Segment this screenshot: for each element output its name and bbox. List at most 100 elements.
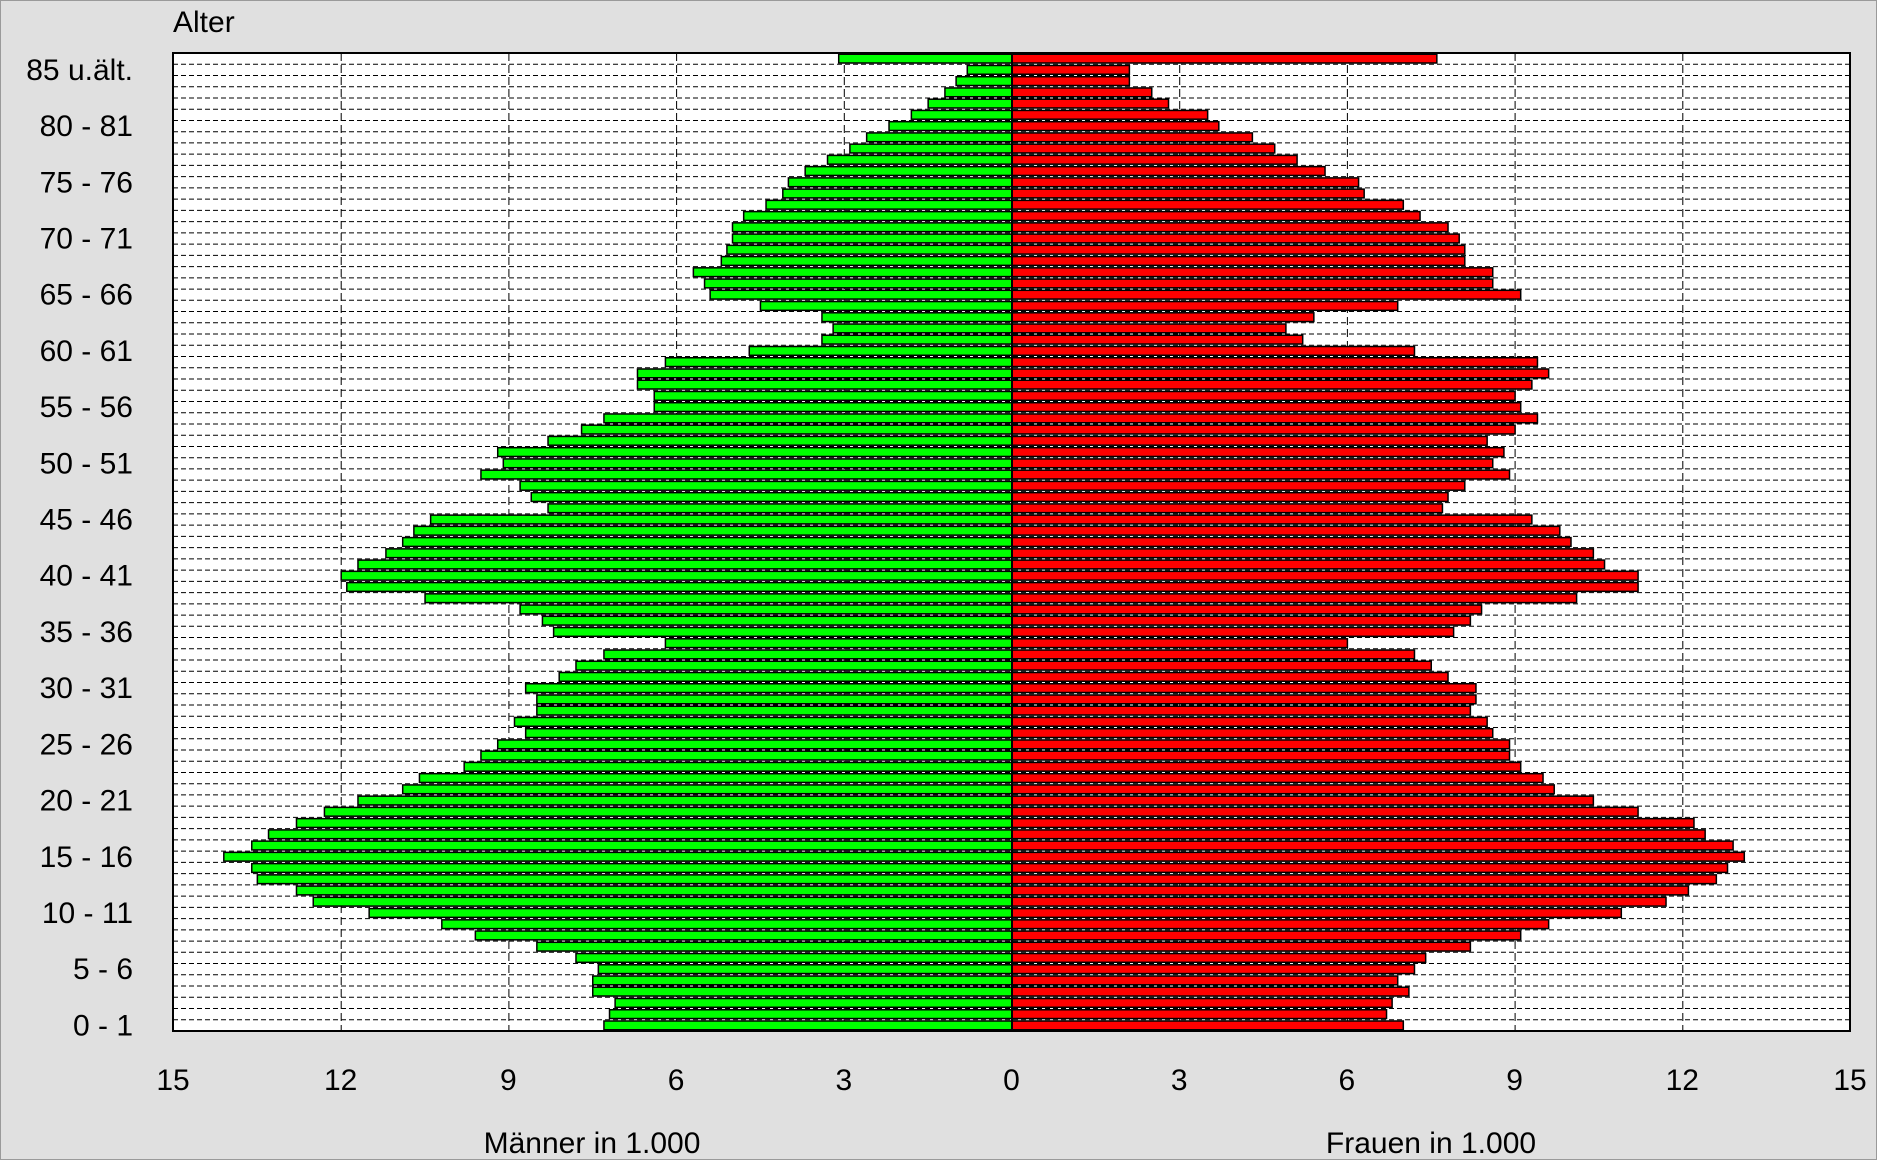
- bar-female: [1011, 188, 1365, 199]
- bar-female: [1011, 278, 1494, 289]
- bar-female: [1011, 244, 1466, 255]
- y-tick-label: 50 - 51: [40, 447, 133, 480]
- bar-female: [1011, 570, 1639, 581]
- bar-male: [463, 761, 1013, 772]
- bar-female: [1011, 413, 1539, 424]
- y-tick-label: 5 - 6: [73, 953, 133, 986]
- bar-male: [547, 503, 1013, 514]
- bar-female: [1011, 952, 1427, 964]
- bar-male: [519, 604, 1013, 615]
- bar-female: [1011, 896, 1667, 907]
- bar-female: [1011, 446, 1505, 458]
- bar-female: [1011, 862, 1729, 874]
- x-tick-label: 3: [835, 1064, 852, 1097]
- bar-male: [441, 919, 1013, 930]
- bar-female: [1011, 536, 1572, 548]
- bar-male: [480, 469, 1013, 480]
- bar-female: [1011, 199, 1405, 210]
- bar-male: [547, 435, 1013, 446]
- y-tick-label: 40 - 41: [40, 560, 133, 593]
- bar-male: [765, 199, 1013, 210]
- bar-female: [1011, 435, 1488, 446]
- bar-female: [1011, 975, 1399, 986]
- bar-male: [709, 289, 1013, 300]
- x-axis-tick-labels: 15 12 9 6 3 0 3 6 9 12 15: [156, 1064, 1866, 1097]
- bar-female: [1011, 750, 1511, 761]
- bar-male: [603, 649, 1013, 660]
- bar-male: [536, 705, 1013, 716]
- x-tick-label: 9: [1506, 1064, 1523, 1097]
- bar-male: [731, 233, 1013, 244]
- bar-female: [1011, 705, 1472, 716]
- bar-male: [295, 885, 1013, 896]
- bar-male: [742, 210, 1013, 222]
- bar-female: [1011, 660, 1432, 671]
- bar-male: [608, 1009, 1013, 1020]
- bar-female: [1011, 761, 1522, 772]
- bar-male: [251, 840, 1013, 851]
- bar-female: [1011, 289, 1522, 300]
- bar-female: [1011, 559, 1606, 570]
- bar-female: [1011, 345, 1416, 357]
- bar-male: [580, 424, 1013, 435]
- bar-female: [1011, 233, 1460, 244]
- bar-female: [1011, 525, 1561, 536]
- y-tick-label: 35 - 36: [40, 616, 133, 649]
- bar-female: [1011, 840, 1734, 851]
- bar-male: [910, 109, 1013, 120]
- bar-male: [312, 896, 1013, 907]
- bar-male: [865, 132, 1013, 143]
- x-axis-label-female: Frauen in 1.000: [1326, 1127, 1536, 1160]
- bar-male: [664, 638, 1013, 649]
- y-tick-label: 0 - 1: [73, 1009, 133, 1042]
- bar-male: [519, 480, 1013, 491]
- bar-male: [558, 671, 1013, 683]
- bar-male: [530, 491, 1013, 503]
- y-tick-label: 30 - 31: [40, 672, 133, 705]
- bar-female: [1011, 401, 1522, 413]
- bar-male: [726, 244, 1013, 255]
- bar-male: [413, 525, 1013, 536]
- bar-female: [1011, 323, 1287, 334]
- bar-male: [888, 120, 1013, 132]
- bar-male: [480, 750, 1013, 761]
- bar-male: [603, 413, 1013, 424]
- male-bars: [223, 53, 1013, 1031]
- bar-male: [720, 255, 1013, 267]
- bar-female: [1011, 626, 1455, 638]
- bar-female: [1011, 548, 1595, 559]
- bar-male: [592, 986, 1013, 997]
- bar-female: [1011, 817, 1695, 829]
- bar-female: [1011, 210, 1421, 222]
- y-axis-title: Alter: [173, 6, 235, 39]
- bar-female: [1011, 727, 1494, 739]
- bar-female: [1011, 851, 1746, 862]
- bar-female: [1011, 267, 1494, 278]
- bar-female: [1011, 334, 1304, 345]
- bar-male: [536, 941, 1013, 952]
- x-tick-label: 15: [156, 1064, 189, 1097]
- y-tick-label: 45 - 46: [40, 504, 133, 537]
- bar-female: [1011, 671, 1449, 683]
- bar-male: [474, 930, 1013, 941]
- y-tick-label: 65 - 66: [40, 279, 133, 312]
- bar-male: [731, 222, 1013, 233]
- bar-female: [1011, 649, 1416, 660]
- bar-male: [357, 559, 1013, 570]
- bar-female: [1011, 638, 1349, 649]
- bar-male: [703, 278, 1013, 289]
- bar-male: [653, 401, 1013, 413]
- bar-female: [1011, 829, 1706, 840]
- x-tick-label: 6: [1339, 1064, 1356, 1097]
- bar-male: [592, 975, 1013, 986]
- bar-male: [927, 98, 1013, 109]
- bar-female: [1011, 53, 1438, 64]
- bar-female: [1011, 132, 1254, 143]
- y-tick-label: 55 - 56: [40, 391, 133, 424]
- bar-male: [966, 64, 1013, 75]
- bar-female: [1011, 874, 1718, 885]
- x-tick-label: 9: [500, 1064, 517, 1097]
- y-tick-label: 85 u.ält.: [26, 54, 133, 87]
- bar-female: [1011, 87, 1153, 98]
- bar-female: [1011, 907, 1623, 919]
